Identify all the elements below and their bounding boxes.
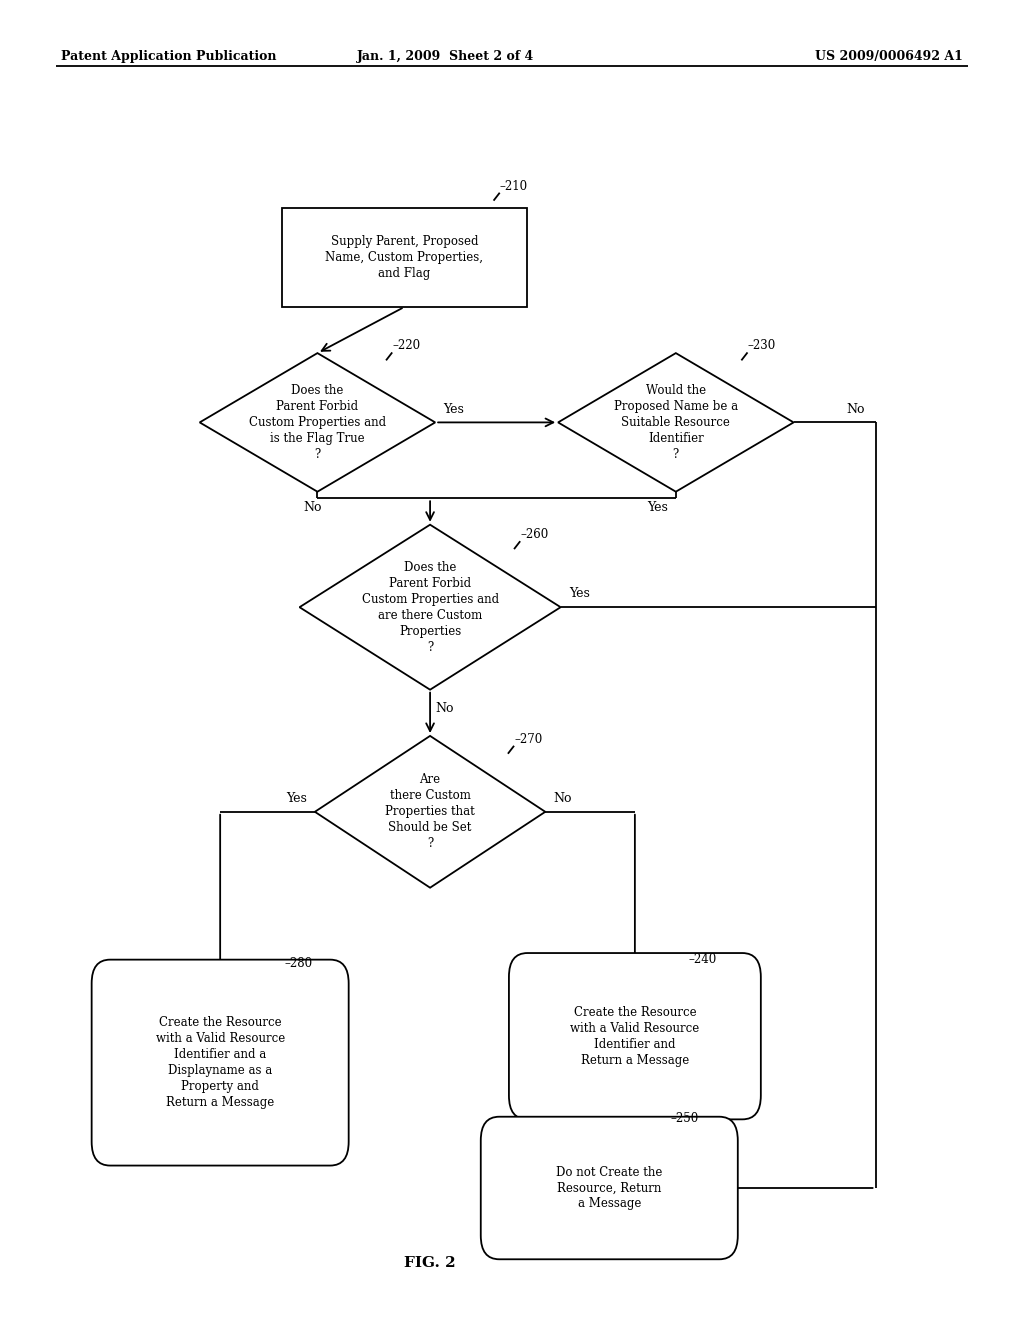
Text: Does the
Parent Forbid
Custom Properties and
are there Custom
Properties
?: Does the Parent Forbid Custom Properties… [361, 561, 499, 653]
Text: Patent Application Publication: Patent Application Publication [61, 50, 276, 63]
Text: –230: –230 [748, 339, 776, 352]
Text: No: No [847, 403, 865, 416]
Text: No: No [553, 792, 572, 805]
Text: –280: –280 [285, 957, 312, 970]
Text: Create the Resource
with a Valid Resource
Identifier and
Return a Message: Create the Resource with a Valid Resourc… [570, 1006, 699, 1067]
Text: Yes: Yes [443, 403, 464, 416]
Text: Jan. 1, 2009  Sheet 2 of 4: Jan. 1, 2009 Sheet 2 of 4 [356, 50, 535, 63]
FancyBboxPatch shape [92, 960, 348, 1166]
Polygon shape [315, 737, 545, 887]
Text: Does the
Parent Forbid
Custom Properties and
is the Flag True
?: Does the Parent Forbid Custom Properties… [249, 384, 386, 461]
Text: Yes: Yes [647, 502, 668, 513]
Polygon shape [558, 352, 794, 491]
Text: No: No [303, 502, 322, 513]
FancyBboxPatch shape [481, 1117, 737, 1259]
Text: No: No [435, 702, 454, 714]
Text: –220: –220 [392, 339, 420, 352]
Polygon shape [299, 524, 561, 689]
Text: –240: –240 [688, 953, 717, 966]
FancyBboxPatch shape [282, 207, 527, 306]
Text: US 2009/0006492 A1: US 2009/0006492 A1 [815, 50, 963, 63]
Text: –250: –250 [671, 1111, 699, 1125]
FancyBboxPatch shape [509, 953, 761, 1119]
Text: –260: –260 [520, 528, 549, 541]
Text: Create the Resource
with a Valid Resource
Identifier and a
Displayname as a
Prop: Create the Resource with a Valid Resourc… [156, 1016, 285, 1109]
Text: Do not Create the
Resource, Return
a Message: Do not Create the Resource, Return a Mes… [556, 1166, 663, 1210]
Text: Yes: Yes [286, 792, 307, 805]
Text: Yes: Yes [569, 587, 590, 601]
Text: –270: –270 [514, 733, 543, 746]
Text: Would the
Proposed Name be a
Suitable Resource
Identifier
?: Would the Proposed Name be a Suitable Re… [613, 384, 738, 461]
Text: Supply Parent, Proposed
Name, Custom Properties,
and Flag: Supply Parent, Proposed Name, Custom Pro… [326, 235, 483, 280]
Text: FIG. 2: FIG. 2 [404, 1255, 456, 1270]
Text: Are
there Custom
Properties that
Should be Set
?: Are there Custom Properties that Should … [385, 774, 475, 850]
Polygon shape [200, 352, 435, 491]
Text: –210: –210 [500, 180, 527, 193]
